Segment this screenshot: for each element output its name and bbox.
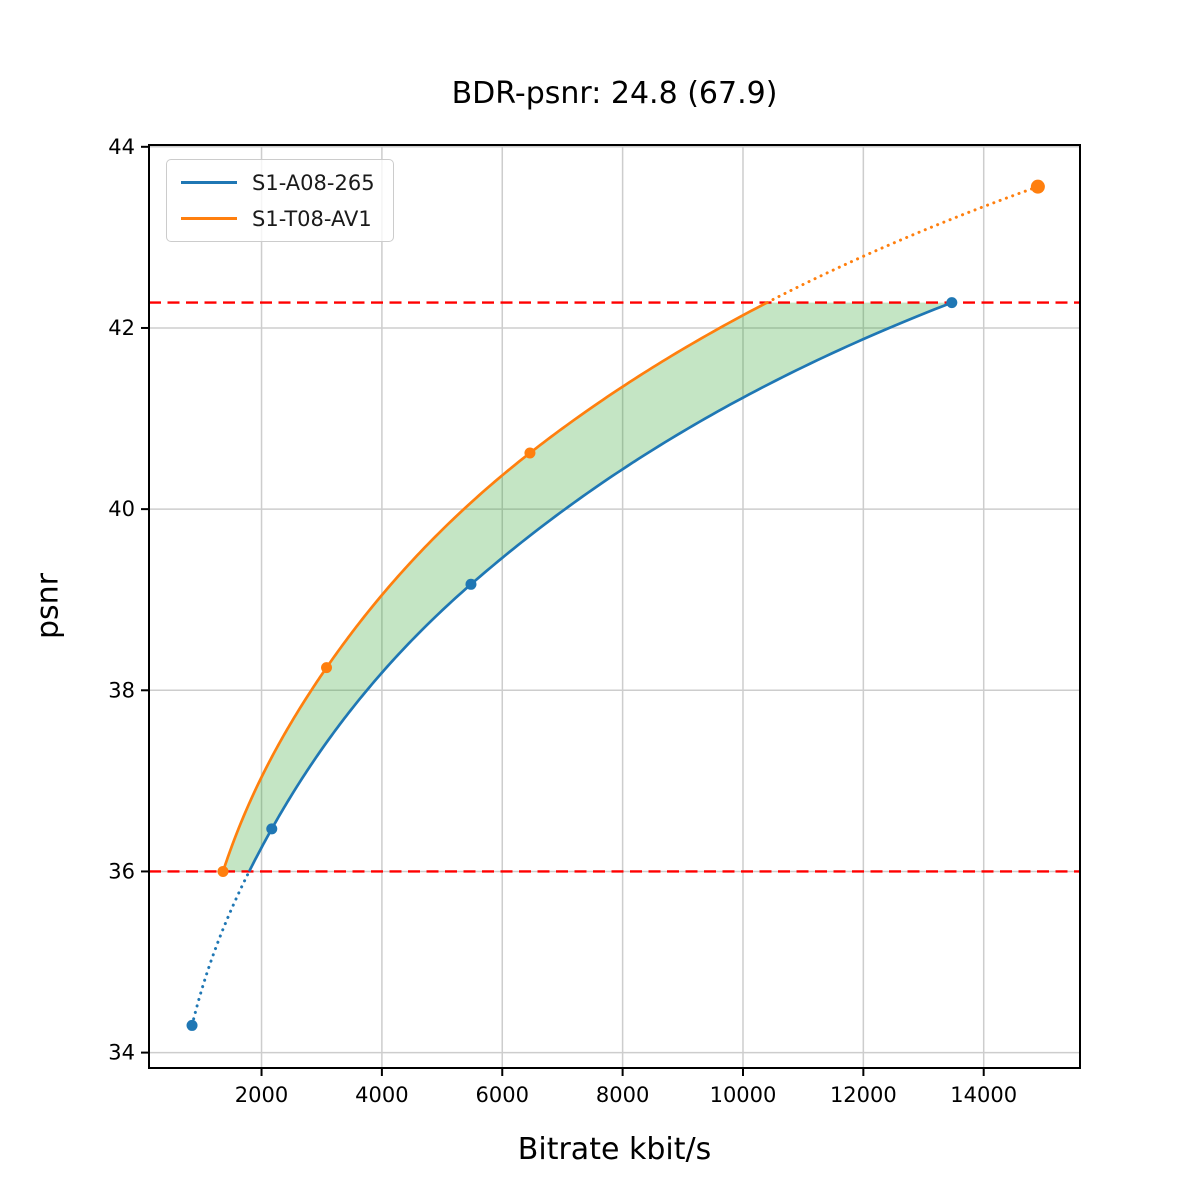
y-tick-label: 34 — [108, 1041, 135, 1065]
series-s1-t08-av1-line — [221, 301, 768, 872]
plot-border — [148, 144, 1081, 1069]
legend: S1-A08-265 S1-T08-AV1 — [166, 159, 394, 242]
legend-label: S1-A08-265 — [252, 170, 375, 195]
data-point — [217, 865, 229, 877]
x-tick-label: 10000 — [710, 1083, 777, 1107]
x-tick-label: 12000 — [830, 1083, 897, 1107]
y-tick-label: 38 — [108, 678, 135, 702]
data-point — [266, 823, 278, 835]
x-tick-label: 4000 — [355, 1083, 408, 1107]
x-tick-label: 6000 — [476, 1083, 529, 1107]
series-s1-a08-265-dotted — [190, 869, 251, 1027]
y-tick-label: 44 — [108, 135, 135, 159]
chart-title: BDR-psnr: 24.8 (67.9) — [451, 76, 778, 111]
y-tick-label: 42 — [108, 316, 135, 340]
y-tick-label: 36 — [108, 859, 135, 883]
data-point — [946, 297, 958, 309]
y-tick-label: 40 — [108, 497, 135, 521]
data-point — [1030, 179, 1045, 194]
x-tick-label: 8000 — [596, 1083, 649, 1107]
x-tick-label: 2000 — [235, 1083, 288, 1107]
legend-item-s1-a08-265: S1-A08-265 — [181, 169, 375, 196]
y-axis-label: psnr — [30, 572, 66, 640]
legend-label: S1-T08-AV1 — [252, 206, 372, 231]
data-point — [321, 662, 333, 674]
legend-item-s1-t08-av1: S1-T08-AV1 — [181, 205, 375, 232]
legend-line-sample-orange — [181, 217, 237, 220]
data-point — [524, 447, 536, 459]
x-tick-label: 14000 — [950, 1083, 1017, 1107]
data-point — [465, 578, 477, 590]
legend-line-sample-blue — [181, 181, 237, 184]
series-s1-a08-265-line — [247, 301, 953, 873]
series-s1-t08-av1-dotted — [765, 185, 1040, 305]
data-point — [186, 1019, 198, 1031]
x-axis-label: Bitrate kbit/s — [517, 1132, 712, 1167]
bd-shaded-region — [223, 302, 952, 872]
